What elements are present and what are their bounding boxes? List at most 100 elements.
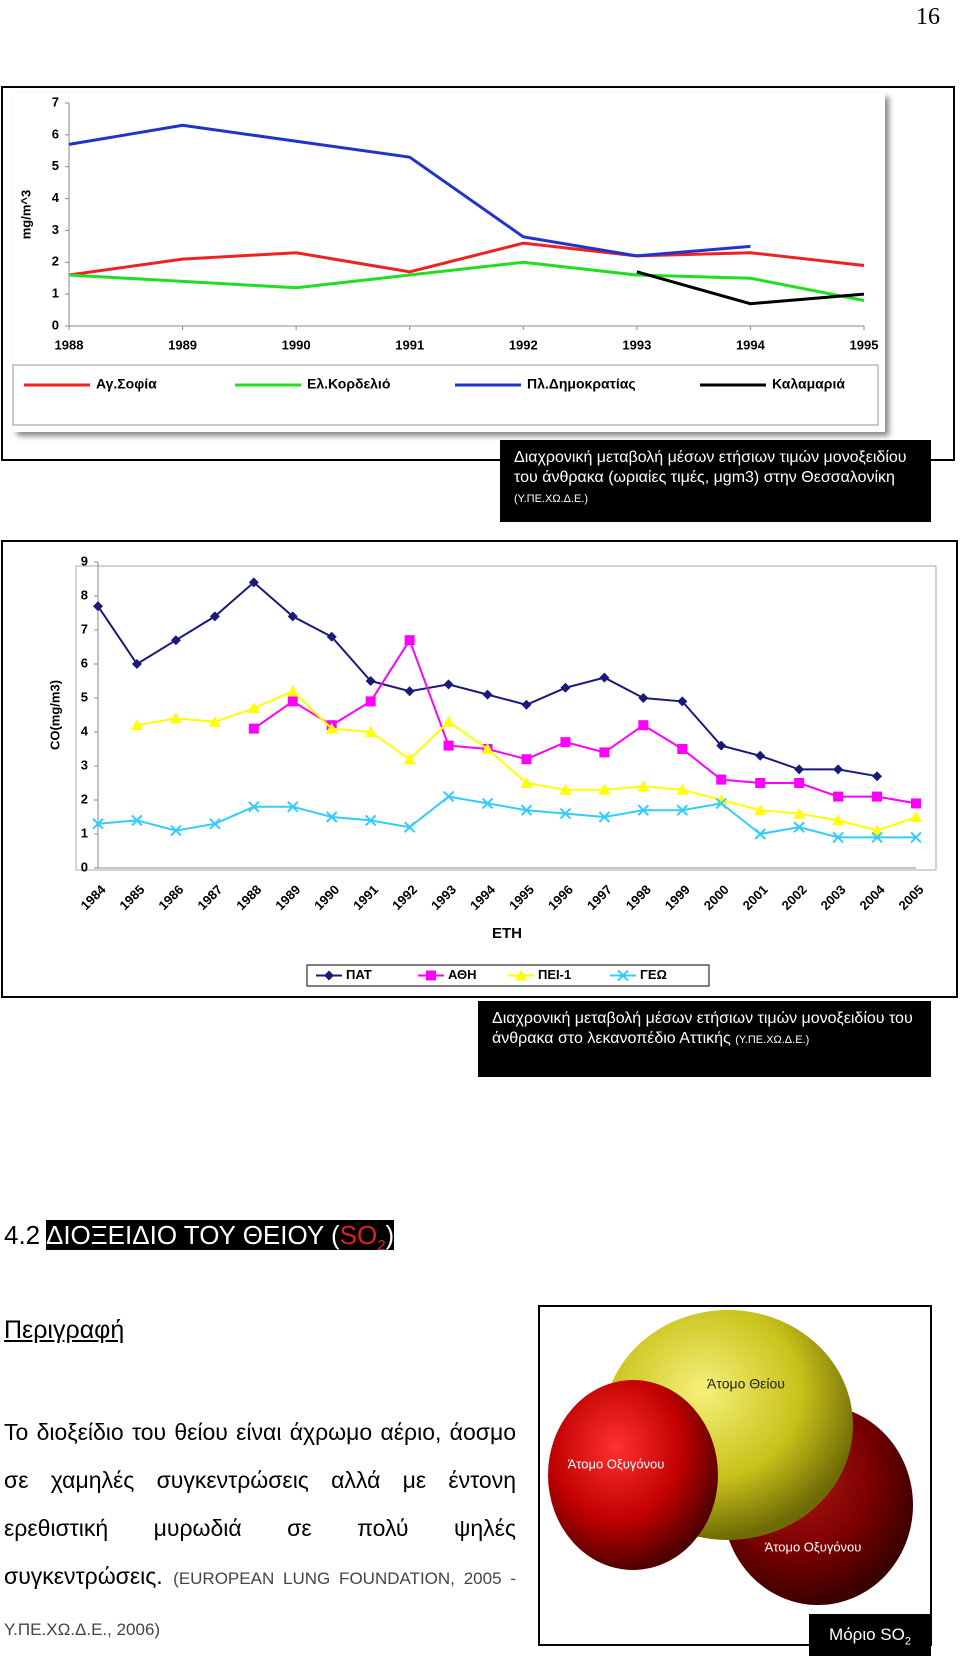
marker <box>910 811 922 822</box>
marker <box>247 702 260 714</box>
marker <box>872 791 883 802</box>
caption-source: (Υ.ΠΕ.ΧΩ.Δ.Ε.) <box>514 493 589 505</box>
marker <box>910 831 922 844</box>
x-tick-label: 1991 <box>395 337 424 352</box>
marker <box>755 750 766 761</box>
marker <box>324 970 334 981</box>
formula-sub: 2 <box>377 1237 386 1255</box>
marker <box>871 831 883 844</box>
marker <box>598 811 611 823</box>
page-number: 16 <box>916 4 940 30</box>
x-tick-label: 1990 <box>282 337 311 352</box>
atom-label: Άτομο Οξυγόνου <box>765 1539 862 1554</box>
x-tick-label: 1988 <box>55 337 84 352</box>
marker <box>515 969 527 981</box>
molecule-figure: Άτομο Θείου Άτομο Οξυγόνου Άτομο Οξυγόνο… <box>538 1305 932 1646</box>
y-axis-label: CO(mg/m3) <box>47 680 62 750</box>
x-tick-label: 1994 <box>736 337 766 352</box>
marker <box>170 824 182 837</box>
marker <box>404 686 415 697</box>
marker <box>248 723 259 734</box>
legend-box <box>12 364 879 426</box>
subheading: Περιγραφή <box>4 1316 125 1344</box>
marker <box>599 672 610 683</box>
y-tick-label: 3 <box>81 757 88 772</box>
marker <box>208 715 221 727</box>
marker <box>426 970 436 981</box>
x-axis-label: ΕΤΗ <box>492 925 522 942</box>
figure-caption-text: Μόριο SO <box>829 1625 905 1644</box>
figure-caption: Μόριο SO2 <box>809 1614 931 1656</box>
marker <box>326 811 338 823</box>
x-tick-label: 1993 <box>622 337 651 352</box>
caption-source: (Υ.ΠΕ.ΧΩ.Δ.Ε.) <box>735 1034 810 1046</box>
marker <box>560 682 571 693</box>
marker <box>754 828 766 840</box>
atom-label: Άτομο Θείου <box>707 1376 785 1392</box>
legend-label: ΓΕΩ <box>640 967 667 982</box>
marker <box>833 791 844 802</box>
legend-label: ΠΑΤ <box>346 967 372 982</box>
marker <box>559 783 572 795</box>
marker <box>677 744 688 754</box>
marker <box>794 778 805 788</box>
y-tick-label: 7 <box>52 94 59 109</box>
series-line <box>636 270 865 306</box>
marker <box>560 737 571 748</box>
marker <box>911 798 921 809</box>
y-tick-label: 2 <box>52 254 59 269</box>
marker <box>287 696 298 707</box>
marker <box>364 726 377 737</box>
marker <box>209 818 221 830</box>
marker <box>521 754 532 765</box>
marker <box>365 676 376 686</box>
y-tick-label: 3 <box>52 222 59 237</box>
legend-label: ΑΘΗ <box>448 967 477 982</box>
caption-text: Διαχρονική μεταβολή μέσων ετήσιων τιμών … <box>514 449 907 486</box>
marker <box>872 771 883 782</box>
marker <box>715 797 727 810</box>
marker <box>716 740 727 751</box>
marker <box>754 804 767 816</box>
legend-label: Πλ.Δημοκρατίας <box>527 376 636 392</box>
caption: Διαχρονική μεταβολή μέσων ετήσιων τιμών … <box>478 1001 931 1077</box>
y-tick-label: 5 <box>52 158 59 173</box>
y-tick-label: 6 <box>81 655 88 670</box>
marker <box>520 804 533 816</box>
series-line <box>68 260 865 302</box>
y-tick-label: 7 <box>81 621 88 636</box>
marker <box>481 797 494 810</box>
y-tick-label: 0 <box>52 317 59 332</box>
marker <box>637 780 650 792</box>
marker <box>443 740 454 751</box>
marker <box>871 824 884 836</box>
reference: (EUROPEAN LUNG FOUNDATION, 2005 - Υ.ΠΕ.Χ… <box>4 1569 516 1639</box>
marker <box>677 696 688 707</box>
section-heading: 4.2 ΔΙΟΞΕΙΔΙΟ ΤΟΥ ΘΕΙΟΥ (SO2) <box>4 1220 395 1254</box>
caption: Διαχρονική μεταβολή μέσων ετήσιων τιμών … <box>500 440 931 522</box>
series-line <box>97 795 916 839</box>
marker <box>598 783 611 795</box>
series-line <box>253 637 917 805</box>
y-tick-label: 9 <box>81 553 88 568</box>
marker <box>325 722 338 734</box>
formula-text: SO <box>339 1220 378 1250</box>
marker <box>131 814 143 827</box>
y-tick-label: 1 <box>52 286 59 301</box>
marker <box>170 635 181 646</box>
marker <box>287 611 298 622</box>
y-axis-label: mg/m^3 <box>18 190 33 240</box>
formula: SO2 <box>339 1220 386 1254</box>
marker <box>442 715 455 727</box>
paragraph: Το διοξείδιο του θείου είναι άχρωμο αέρι… <box>4 1408 516 1654</box>
legend-label: ΠΕΙ-1 <box>538 967 571 982</box>
y-tick-label: 0 <box>81 859 88 874</box>
marker <box>443 679 454 690</box>
marker <box>130 719 143 731</box>
marker <box>521 699 532 710</box>
marker <box>638 693 649 703</box>
legend-label: Καλαμαριά <box>772 376 845 392</box>
y-tick-label: 4 <box>81 723 89 738</box>
atom-label: Άτομο Οξυγόνου <box>568 1456 665 1471</box>
series-line <box>68 123 751 258</box>
